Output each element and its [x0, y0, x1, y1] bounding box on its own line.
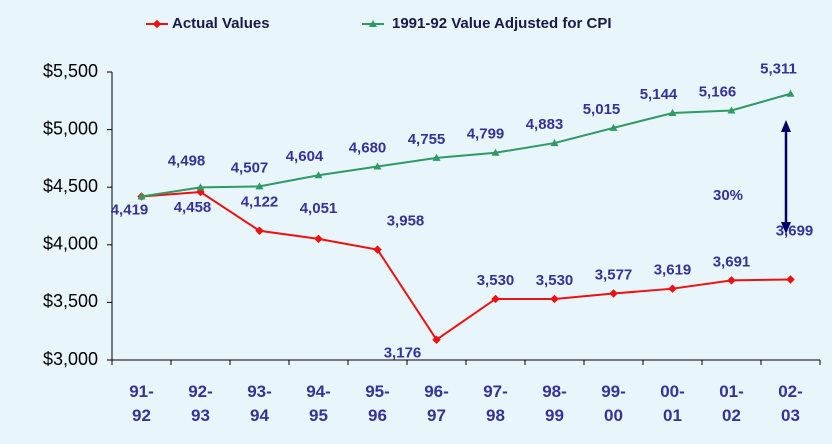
x-tick-label: 94-95	[306, 382, 331, 425]
data-label: 4,755	[408, 131, 446, 148]
series-line	[141, 92, 791, 198]
legend-marker	[152, 19, 162, 29]
y-tick-label: $5,500	[43, 61, 98, 81]
marker	[491, 294, 500, 304]
legend-label: Actual Values	[172, 15, 270, 32]
marker	[491, 148, 500, 156]
series-line	[141, 191, 791, 342]
data-label: 3,530	[477, 272, 515, 289]
marker	[609, 123, 618, 131]
data-label: 4,604	[286, 148, 324, 165]
marker	[137, 192, 146, 200]
data-label: 3,577	[595, 266, 633, 283]
data-label: 4,680	[349, 139, 387, 156]
x-tick-label: 97-98	[483, 382, 508, 425]
data-label: 4,419	[111, 201, 149, 218]
x-tick-label: 02-03	[778, 382, 803, 425]
data-label: 4,507	[231, 159, 269, 176]
data-label: 4,051	[300, 200, 338, 217]
data-label: 3,958	[387, 213, 425, 230]
legend-marker	[369, 20, 377, 27]
x-tick-label: 95-96	[365, 382, 390, 425]
marker	[432, 335, 441, 344]
marker	[196, 183, 205, 191]
data-label: 5,311	[760, 61, 797, 78]
data-label: 5,015	[583, 101, 621, 118]
marker	[609, 289, 618, 298]
marker	[314, 171, 323, 179]
data-label: 5,166	[699, 83, 737, 100]
data-label: 5,144	[640, 86, 678, 103]
marker	[550, 139, 559, 147]
x-tick-label: 98-99	[542, 382, 567, 425]
data-label: 4,122	[241, 194, 279, 211]
marker	[786, 89, 795, 97]
marker	[668, 109, 677, 117]
data-label: 4,458	[174, 199, 212, 216]
data-label: 4,799	[467, 126, 505, 143]
data-label: 4,883	[526, 116, 564, 133]
x-tick-label: 99-00	[601, 382, 626, 425]
data-label: 4,498	[168, 152, 206, 169]
arrow-head	[781, 120, 791, 132]
x-tick-label: 01-02	[719, 382, 744, 425]
data-label: 3,530	[536, 272, 574, 289]
arrow-head	[781, 222, 791, 234]
data-label: 3,619	[654, 262, 692, 279]
x-tick-label: 92-93	[188, 382, 213, 425]
x-tick-label: 93-94	[247, 382, 272, 425]
marker	[314, 234, 323, 244]
marker	[727, 106, 736, 114]
y-tick-label: $3,000	[43, 349, 98, 369]
data-label: 3,691	[713, 253, 751, 270]
marker	[373, 245, 382, 254]
marker	[373, 162, 382, 170]
marker	[255, 182, 264, 190]
x-tick-label: 91-92	[129, 382, 154, 425]
marker	[668, 284, 677, 293]
marker	[432, 153, 441, 161]
y-tick-label: $5,000	[43, 118, 98, 138]
data-label: 3,176	[384, 345, 422, 362]
y-tick-label: $4,000	[43, 234, 98, 254]
data-label: 3,699	[776, 222, 814, 239]
x-tick-label: 00-01	[660, 382, 685, 425]
x-tick-label: 96-97	[424, 382, 449, 425]
marker	[727, 276, 736, 285]
marker	[786, 275, 795, 284]
marker	[550, 294, 559, 304]
y-tick-label: $3,500	[43, 291, 98, 311]
legend-label: 1991-92 Value Adjusted for CPI	[392, 15, 612, 32]
annotation: 30%	[713, 187, 743, 204]
marker	[255, 226, 264, 235]
y-tick-label: $4,500	[43, 176, 98, 196]
